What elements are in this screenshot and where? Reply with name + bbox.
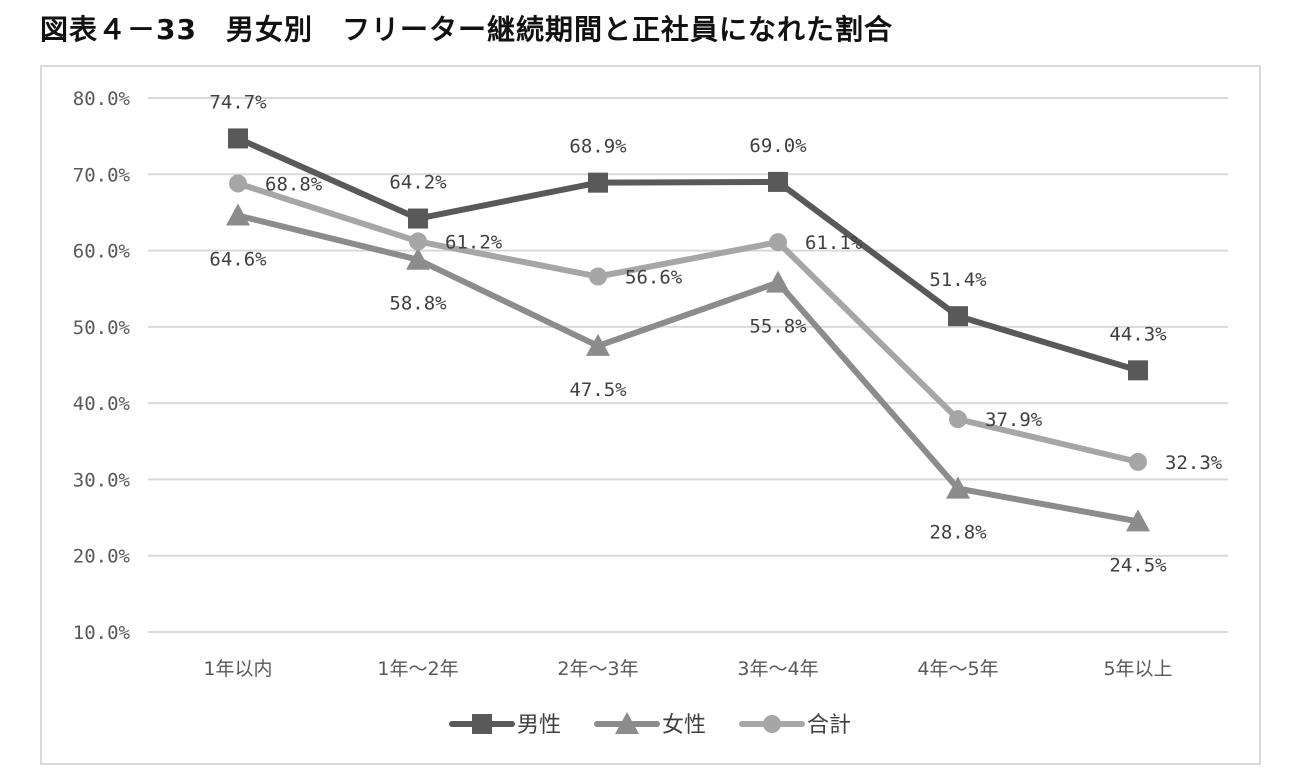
x-tick-label: 1年以内 xyxy=(203,658,272,680)
data-point-triangle xyxy=(406,247,430,270)
data-point-square xyxy=(768,171,788,192)
data-label: 61.1% xyxy=(805,232,863,254)
data-point-triangle xyxy=(766,270,790,293)
data-label: 37.9% xyxy=(985,409,1043,431)
legend-marker-square xyxy=(472,714,492,734)
series-line-男性 xyxy=(236,135,1139,374)
data-point-square xyxy=(408,208,428,229)
x-tick-label: 4年～5年 xyxy=(917,658,998,680)
data-point-circle xyxy=(589,267,607,286)
series-line-合計 xyxy=(237,180,1139,465)
data-point-circle xyxy=(949,410,967,429)
data-label: 32.3% xyxy=(1165,452,1223,474)
data-label: 68.9% xyxy=(569,136,627,158)
legend-marker-triangle xyxy=(615,712,639,734)
legend-marker-circle xyxy=(763,715,781,733)
x-tick-label: 2年～3年 xyxy=(557,658,638,680)
data-point-triangle xyxy=(1126,509,1150,532)
y-tick-label: 60.0% xyxy=(73,241,131,263)
y-tick-label: 10.0% xyxy=(73,622,131,644)
data-label: 55.8% xyxy=(749,316,807,338)
data-label: 47.5% xyxy=(569,379,627,401)
y-tick-label: 40.0% xyxy=(73,393,131,415)
data-point-circle xyxy=(229,174,247,193)
data-point-square xyxy=(228,128,248,149)
data-label: 61.2% xyxy=(445,231,503,253)
data-label: 44.3% xyxy=(1109,323,1167,345)
y-tick-label: 50.0% xyxy=(73,317,131,339)
series-line-女性 xyxy=(237,212,1139,525)
data-point-square xyxy=(1128,360,1148,381)
x-tick-label: 3年～4年 xyxy=(737,658,818,680)
data-point-circle xyxy=(769,233,787,252)
data-point-triangle xyxy=(586,333,610,356)
data-point-square xyxy=(588,172,608,193)
chart-frame xyxy=(40,65,1261,765)
data-label: 69.0% xyxy=(749,135,807,157)
chart-title: 図表４－33 男女別 フリーター継続期間と正社員になれた割合 xyxy=(40,13,893,46)
legend-label: 男性 xyxy=(517,713,561,738)
legend-label: 女性 xyxy=(662,713,706,738)
data-label: 68.8% xyxy=(265,173,323,195)
data-label: 64.2% xyxy=(389,172,447,194)
data-point-circle xyxy=(1129,452,1147,471)
data-label: 58.8% xyxy=(389,293,447,315)
x-tick-label: 5年以上 xyxy=(1103,658,1172,680)
y-tick-label: 80.0% xyxy=(73,88,131,110)
y-tick-label: 70.0% xyxy=(73,164,131,186)
data-point-triangle xyxy=(226,203,250,226)
data-label: 24.5% xyxy=(1109,554,1167,576)
data-label: 64.6% xyxy=(209,248,267,270)
legend-label: 合計 xyxy=(807,713,851,738)
data-point-circle xyxy=(409,232,427,251)
data-label: 28.8% xyxy=(929,522,987,544)
data-label: 74.7% xyxy=(209,91,267,113)
y-tick-label: 20.0% xyxy=(73,546,131,568)
data-label: 51.4% xyxy=(929,269,987,291)
y-tick-label: 30.0% xyxy=(73,469,131,491)
data-point-square xyxy=(948,306,968,327)
data-point-triangle xyxy=(946,476,970,499)
x-tick-label: 1年～2年 xyxy=(377,658,458,680)
data-label: 56.6% xyxy=(625,267,683,289)
